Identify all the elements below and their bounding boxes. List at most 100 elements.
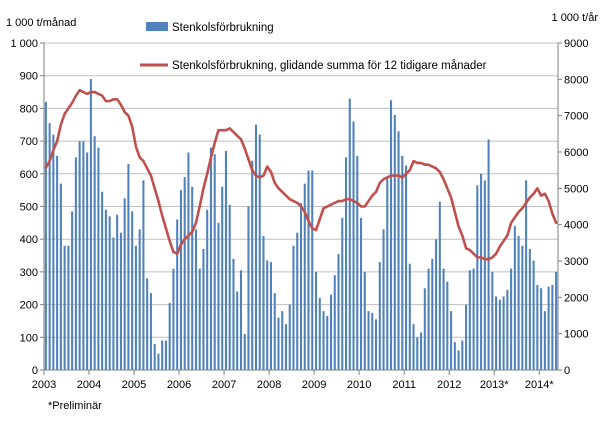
- bar: [431, 258, 434, 370]
- left-tick-label: 800: [20, 103, 38, 115]
- bar: [318, 298, 321, 370]
- right-tick-label: 2000: [564, 292, 588, 304]
- bar: [74, 157, 77, 370]
- bar: [412, 324, 415, 370]
- bar: [56, 155, 59, 370]
- bar: [281, 311, 284, 370]
- bar: [438, 201, 441, 370]
- bar: [329, 294, 333, 370]
- bar: [202, 249, 205, 370]
- bar: [476, 185, 479, 370]
- bar: [247, 206, 250, 370]
- bar: [164, 340, 167, 370]
- left-tick-label: 1 000: [10, 38, 38, 50]
- left-tick-label: 900: [20, 71, 38, 83]
- bar: [153, 343, 156, 370]
- bar: [157, 353, 160, 370]
- bar: [314, 271, 318, 370]
- bar: [363, 271, 366, 370]
- bar: [269, 262, 273, 370]
- bar: [453, 342, 456, 370]
- x-tick-label: 2012: [437, 379, 461, 391]
- bar: [307, 170, 310, 370]
- bar: [352, 121, 355, 370]
- bar: [457, 350, 460, 370]
- bar: [232, 258, 235, 370]
- x-tick-label: 2010: [347, 379, 371, 391]
- bar: [59, 183, 62, 370]
- bar: [495, 296, 498, 370]
- bar: [465, 304, 468, 370]
- bar: [288, 304, 291, 370]
- bar: [86, 152, 89, 370]
- bar: [461, 340, 464, 370]
- line-series: [44, 88, 558, 261]
- x-tick-label: 2008: [257, 379, 281, 391]
- right-tick-label: 1000: [564, 329, 588, 341]
- bar: [540, 288, 543, 370]
- right-tick-label: 6000: [564, 147, 588, 159]
- bar: [221, 186, 224, 370]
- bar: [131, 211, 134, 370]
- bar: [390, 100, 393, 370]
- x-tick-label: 2003: [32, 379, 56, 391]
- rolling-sum-line: [44, 88, 558, 261]
- bar: [360, 217, 363, 370]
- bar: [52, 134, 55, 370]
- bar: [119, 232, 122, 370]
- right-tick-label: 3000: [564, 256, 588, 268]
- bar: [44, 101, 47, 371]
- left-tick-label: 0: [32, 365, 38, 377]
- right-tick-label: 7000: [564, 111, 588, 123]
- bar: [78, 141, 81, 370]
- bar: [397, 131, 400, 370]
- bar: [435, 239, 438, 370]
- bar: [198, 268, 201, 370]
- x-tick-label: 2013*: [480, 379, 509, 391]
- x-tick-label: 2005: [122, 379, 146, 391]
- bar: [273, 293, 276, 370]
- bar: [243, 334, 246, 370]
- right-tick-labels: 0 1000 2000 3000 4000 5000 6000 7000 8000 9000: [558, 38, 588, 377]
- bar: [333, 275, 336, 370]
- bar: [138, 229, 141, 370]
- bar: [344, 157, 348, 370]
- right-tick-label: 8000: [564, 74, 588, 86]
- bar: [483, 180, 486, 370]
- bar: [236, 291, 239, 370]
- bar: [108, 216, 111, 370]
- bar: [191, 186, 194, 370]
- bar: [446, 281, 449, 370]
- bar: [89, 78, 92, 370]
- bar: [341, 217, 344, 370]
- x-tick-labels: 2003 2004 2005 2006 2007 2008 2009 2010 2011 2012…: [32, 370, 554, 391]
- bar: [547, 286, 550, 370]
- bar: [161, 340, 164, 370]
- bar: [296, 232, 299, 370]
- right-tick-label: 9000: [564, 38, 588, 50]
- bar: [382, 229, 385, 370]
- bar: [63, 245, 66, 370]
- bar: [510, 268, 513, 370]
- bar: [116, 214, 119, 370]
- bar: [213, 154, 216, 370]
- bar: [104, 209, 107, 370]
- bar: [356, 155, 359, 370]
- bar: [239, 270, 242, 370]
- bar: [367, 311, 370, 370]
- bar: [348, 98, 351, 370]
- bar: [337, 253, 340, 370]
- bar: [183, 177, 186, 370]
- bar: [277, 317, 280, 370]
- bar: [176, 219, 179, 370]
- bar: [311, 170, 314, 370]
- bar: [532, 260, 535, 370]
- bar: [71, 211, 74, 370]
- right-tick-label: 5000: [564, 183, 588, 195]
- bar: [284, 324, 288, 370]
- bar: [149, 293, 152, 370]
- bar: [521, 245, 524, 370]
- bar: [322, 311, 325, 370]
- bar: [224, 150, 227, 370]
